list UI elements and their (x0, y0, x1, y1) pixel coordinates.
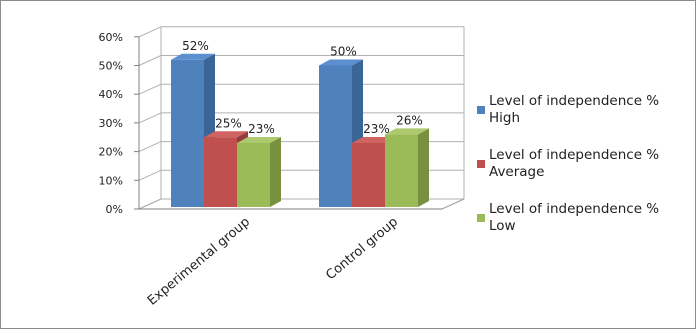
legend-label-high: Level of independence % High (489, 93, 660, 126)
gridline-side (138, 169, 162, 181)
y-tick-label: 50% (99, 60, 123, 73)
bar (171, 59, 204, 208)
floor-right-edge (441, 198, 465, 210)
legend: Level of independence % High Level of in… (477, 93, 696, 255)
gridline-side (138, 198, 162, 210)
bar-top (385, 128, 429, 135)
legend-swatch-high (477, 106, 485, 114)
bar (204, 137, 237, 207)
bar-side (418, 128, 429, 207)
legend-item-average: Level of independence % Average (477, 147, 696, 201)
y-tick-label: 60% (99, 31, 123, 44)
x-tick-label: Experimental group (145, 215, 253, 309)
gridline-side (138, 55, 162, 66)
legend-item-low: Level of independence % Low (477, 201, 696, 255)
bar (352, 142, 385, 207)
y-tick-label: 20% (99, 146, 123, 159)
x-tick-label: Control group (323, 215, 401, 284)
bar (385, 134, 418, 207)
bar-top (204, 131, 248, 138)
bar (319, 65, 352, 207)
legend-label-low: Level of independence % Low (489, 201, 660, 234)
data-label: 26% (396, 113, 423, 127)
bar-side (270, 136, 281, 207)
y-tick-label: 30% (99, 117, 123, 130)
data-label: 52% (182, 39, 209, 53)
legend-item-high: Level of independence % High (477, 93, 696, 147)
y-tick-label: 10% (99, 174, 123, 187)
bar (237, 142, 270, 207)
gridline-side (138, 112, 162, 124)
data-label: 50% (330, 45, 357, 59)
gridline-side (138, 83, 162, 95)
y-tick-label: 0% (106, 203, 123, 216)
legend-swatch-average (477, 160, 485, 168)
legend-label-average: Level of independence % Average (489, 147, 660, 180)
gridline-side (138, 141, 162, 153)
bar-top (237, 136, 281, 143)
bar-top (319, 59, 363, 66)
data-label: 23% (248, 122, 275, 136)
gridline-side (138, 26, 162, 38)
bar-chart: 0% 10% 20% 30% 40% 50% 60% 52% 25% 23% Experimenta… (99, 26, 465, 309)
bar-top (171, 53, 215, 60)
data-label: 25% (215, 116, 242, 130)
y-tick-label: 40% (99, 88, 123, 101)
legend-swatch-low (477, 214, 485, 222)
data-label: 23% (363, 122, 390, 136)
